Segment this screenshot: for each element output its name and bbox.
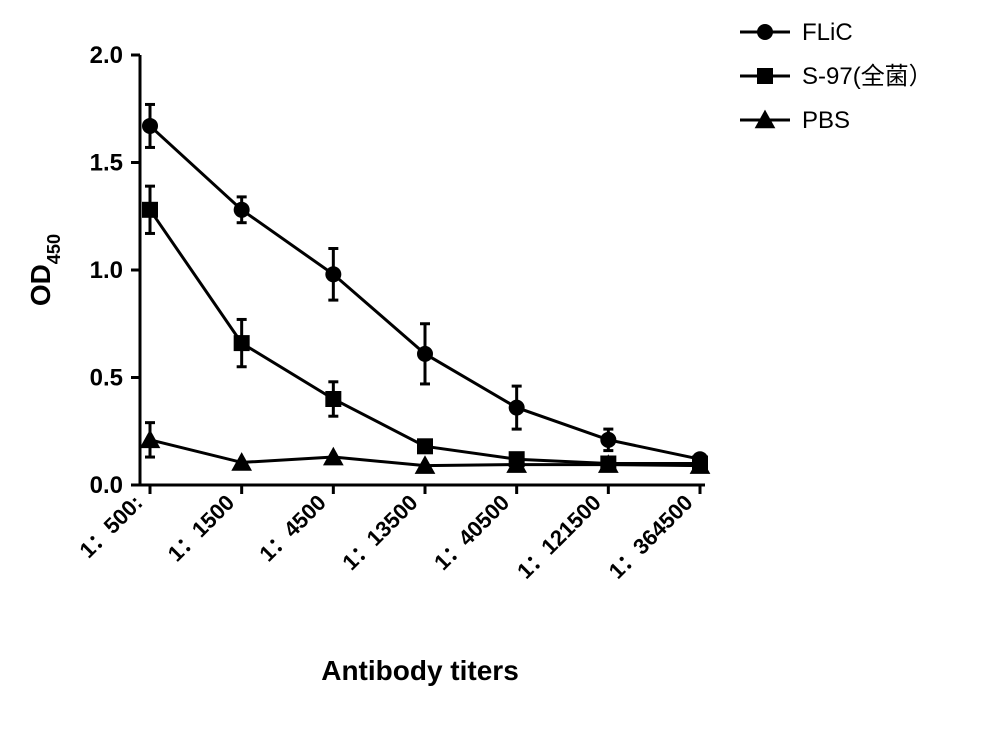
- x-axis-label: Antibody titers: [321, 655, 519, 686]
- antibody-titer-chart: 0.00.51.01.52.0OD4501：500:1：15001：45001：…: [0, 0, 1000, 737]
- legend-label: S-97(全菌）: [802, 63, 933, 90]
- y-tick-label: 2.0: [90, 42, 123, 69]
- y-tick-label: 1.0: [90, 257, 123, 284]
- y-tick-label: 0.0: [90, 472, 123, 499]
- chart-container: 0.00.51.01.52.0OD4501：500:1：15001：45001：…: [0, 0, 1000, 737]
- legend-label: PBS: [802, 107, 850, 134]
- y-tick-label: 1.5: [90, 150, 123, 177]
- legend-label: FLiC: [802, 19, 853, 46]
- y-tick-label: 0.5: [90, 365, 123, 392]
